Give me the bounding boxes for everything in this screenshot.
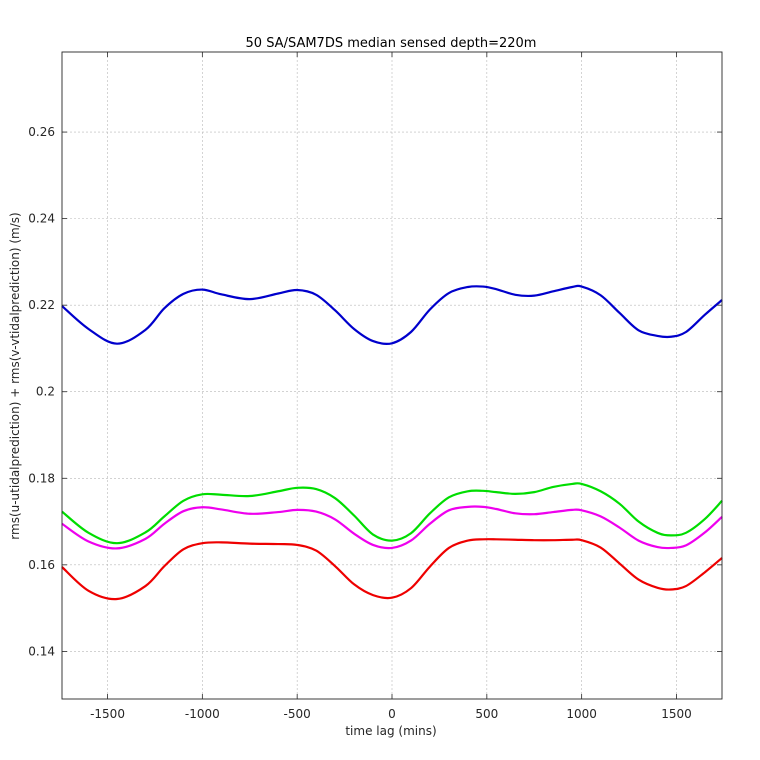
chart-title: 50 SA/SAM7DS median sensed depth=220m: [246, 36, 537, 51]
grid-layer: [62, 52, 722, 699]
x-tick-label: 1000: [566, 707, 597, 721]
series-line-4: [61, 538, 723, 601]
x-tick-label: 0: [388, 707, 396, 721]
series-layer: [61, 284, 723, 601]
series-line-3: [61, 505, 723, 550]
x-tick-label: -500: [284, 707, 311, 721]
x-tick-label: -1000: [185, 707, 220, 721]
y-tick-label: 0.2: [36, 385, 55, 399]
x-tick-label: 1500: [661, 707, 692, 721]
y-tick-label: 0.16: [28, 558, 55, 572]
y-tick-label: 0.18: [28, 471, 55, 485]
series-line-2: [61, 482, 723, 545]
series-line-1: [61, 284, 723, 345]
x-tick-label: 500: [475, 707, 498, 721]
x-axis-title: time lag (mins): [345, 724, 436, 738]
y-tick-label: 0.26: [28, 125, 55, 139]
x-tick-label: -1500: [90, 707, 125, 721]
y-tick-label: 0.14: [28, 644, 55, 658]
tick-layer: -1500 -1000 -500 0 500 1000 1500 0.14 0.16 0.18 0.…: [28, 52, 722, 721]
y-tick-label: 0.22: [28, 298, 55, 312]
y-axis-title: rms(u-utidalprediction) + rms(v-vtidalpr…: [8, 212, 22, 539]
y-tick-label: 0.24: [28, 212, 55, 226]
